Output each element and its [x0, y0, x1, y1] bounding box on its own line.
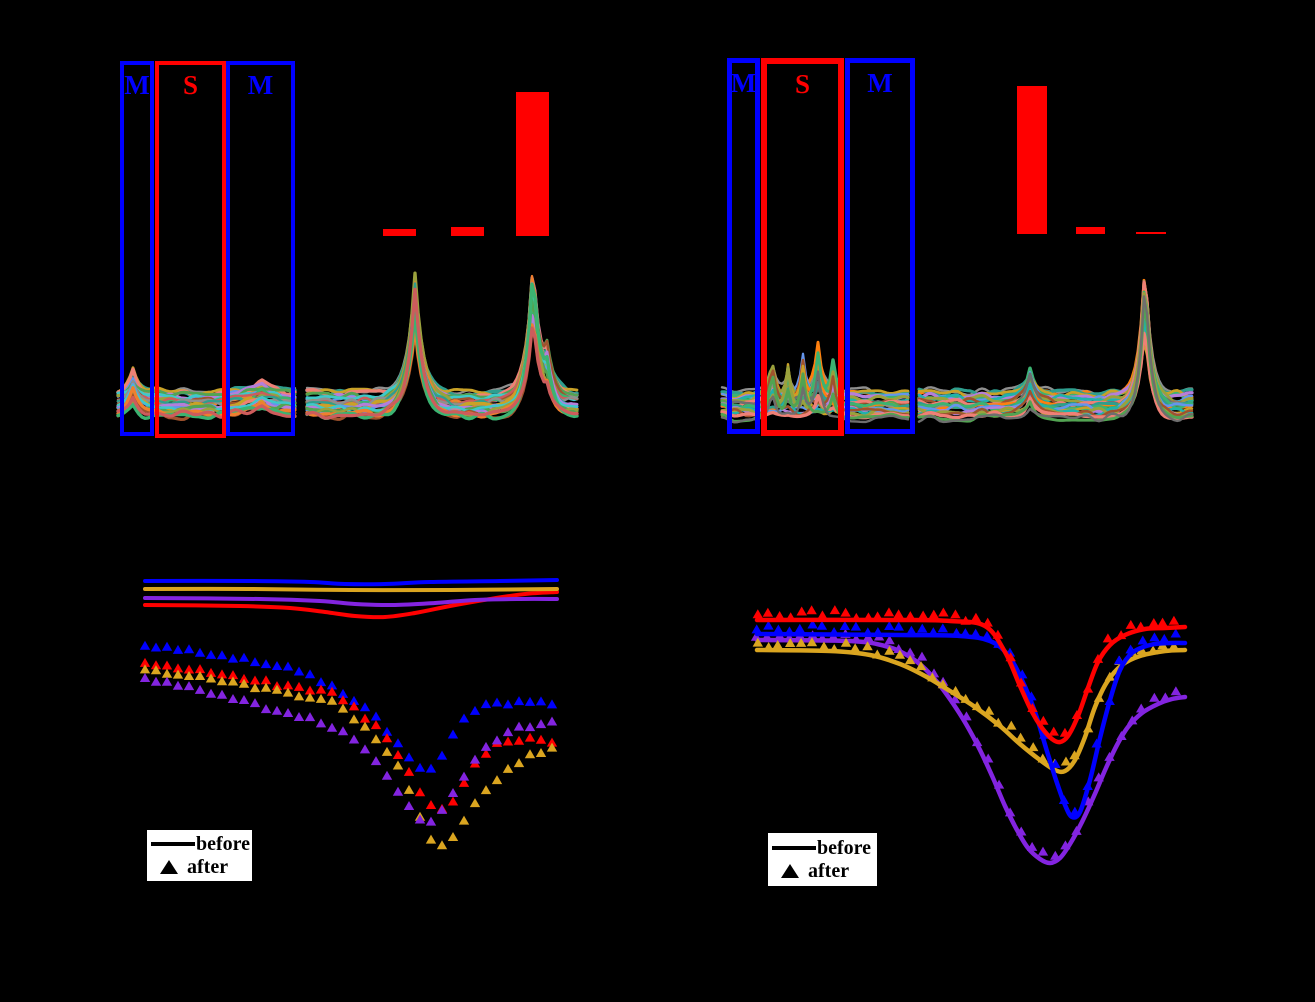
before-line-swatch	[772, 846, 816, 850]
region-box-m2-top-left: M	[226, 61, 295, 436]
legend-before-label: before	[196, 833, 251, 855]
region-box-s-top-left: S	[155, 61, 226, 438]
region-label-m: M	[247, 70, 274, 100]
legend-bottom-left: before after	[147, 830, 252, 881]
region-box-s-top-right: S	[761, 58, 844, 436]
region-label-s: S	[794, 69, 811, 99]
legend-bottom-right: before after	[768, 833, 877, 886]
region-box-m2-top-right: M	[845, 58, 915, 434]
region-label-m: M	[124, 70, 150, 100]
after-triangle-icon	[781, 864, 799, 878]
after-triangle-icon	[160, 860, 178, 874]
legend-after-label: after	[808, 860, 850, 882]
legend-row-after: after	[151, 857, 248, 877]
legend-row-before: before	[772, 838, 873, 858]
before-line-swatch	[151, 842, 195, 846]
region-box-m1-top-left: M	[120, 61, 154, 436]
legend-before-label: before	[817, 837, 872, 859]
legend-after-label: after	[187, 856, 229, 878]
legend-row-after: after	[772, 861, 873, 881]
region-label-m: M	[867, 68, 893, 98]
region-box-m1-top-right: M	[727, 58, 760, 434]
legend-row-before: before	[151, 833, 251, 855]
region-label-m: M	[730, 68, 757, 98]
region-label-s: S	[182, 70, 199, 100]
